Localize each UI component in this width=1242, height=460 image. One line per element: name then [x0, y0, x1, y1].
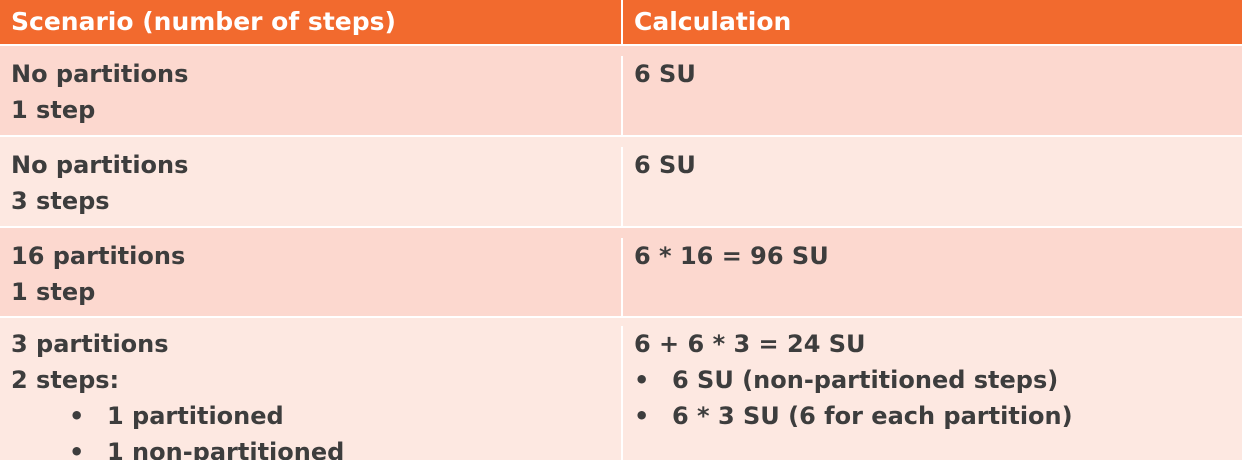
scenario-cell: 3 partitions 2 steps: • 1 partitioned • 1 …	[0, 326, 621, 460]
table-row: No partitions 3 steps 6 SU	[0, 137, 1242, 228]
bullet-icon: •	[634, 402, 650, 430]
bullet-text: 1 non-partitioned	[107, 438, 345, 460]
scenario-line: 16 partitions	[11, 242, 186, 270]
header-calculation: Calculation	[621, 0, 1242, 44]
calculation-text: 6 SU	[634, 60, 696, 88]
bullet-icon: •	[69, 402, 85, 430]
table-row: 3 partitions 2 steps: • 1 partitioned • 1 …	[0, 318, 1242, 460]
table-header-row: Scenario (number of steps) Calculation	[0, 0, 1242, 46]
calculation-text: 6 SU	[634, 151, 696, 179]
scenario-line: 1 step	[11, 96, 96, 124]
scenario-cell: No partitions 1 step	[0, 56, 621, 135]
calculation-cell: 6 SU	[621, 147, 1242, 226]
scenario-cell: No partitions 3 steps	[0, 147, 621, 226]
bullet-text: 6 SU (non-partitioned steps)	[672, 366, 1059, 394]
list-item: • 6 SU (non-partitioned steps)	[634, 362, 1242, 398]
table-row: 16 partitions 1 step 6 * 16 = 96 SU	[0, 228, 1242, 318]
calculation-text: 6 + 6 * 3 = 24 SU	[634, 330, 866, 358]
table-row: No partitions 1 step 6 SU	[0, 46, 1242, 137]
scenario-line: 3 partitions	[11, 330, 169, 358]
list-item: • 6 * 3 SU (6 for each partition)	[634, 398, 1242, 434]
header-scenario: Scenario (number of steps)	[11, 7, 396, 36]
scenario-line: No partitions	[11, 151, 189, 179]
scenario-line: 1 step	[11, 278, 96, 306]
bullet-text: 1 partitioned	[107, 402, 284, 430]
scenario-line: 2 steps:	[11, 366, 120, 394]
calculation-cell: 6 SU	[621, 56, 1242, 135]
scenario-bullet-list: • 1 partitioned • 1 non-partitioned	[11, 398, 621, 460]
scenario-line: No partitions	[11, 60, 189, 88]
calculation-cell: 6 + 6 * 3 = 24 SU • 6 SU (non-partitioned…	[621, 326, 1242, 460]
scenario-line: 3 steps	[11, 187, 110, 215]
bullet-icon: •	[69, 438, 85, 460]
calculation-text: 6 * 16 = 96 SU	[634, 242, 829, 270]
bullet-icon: •	[634, 366, 650, 394]
calculation-cell: 6 * 16 = 96 SU	[621, 238, 1242, 316]
list-item: • 1 non-partitioned	[69, 434, 621, 460]
calculation-bullet-list: • 6 SU (non-partitioned steps) • 6 * 3 SU …	[634, 362, 1242, 434]
list-item: • 1 partitioned	[69, 398, 621, 434]
bullet-text: 6 * 3 SU (6 for each partition)	[672, 402, 1073, 430]
scenario-cell: 16 partitions 1 step	[0, 238, 621, 316]
